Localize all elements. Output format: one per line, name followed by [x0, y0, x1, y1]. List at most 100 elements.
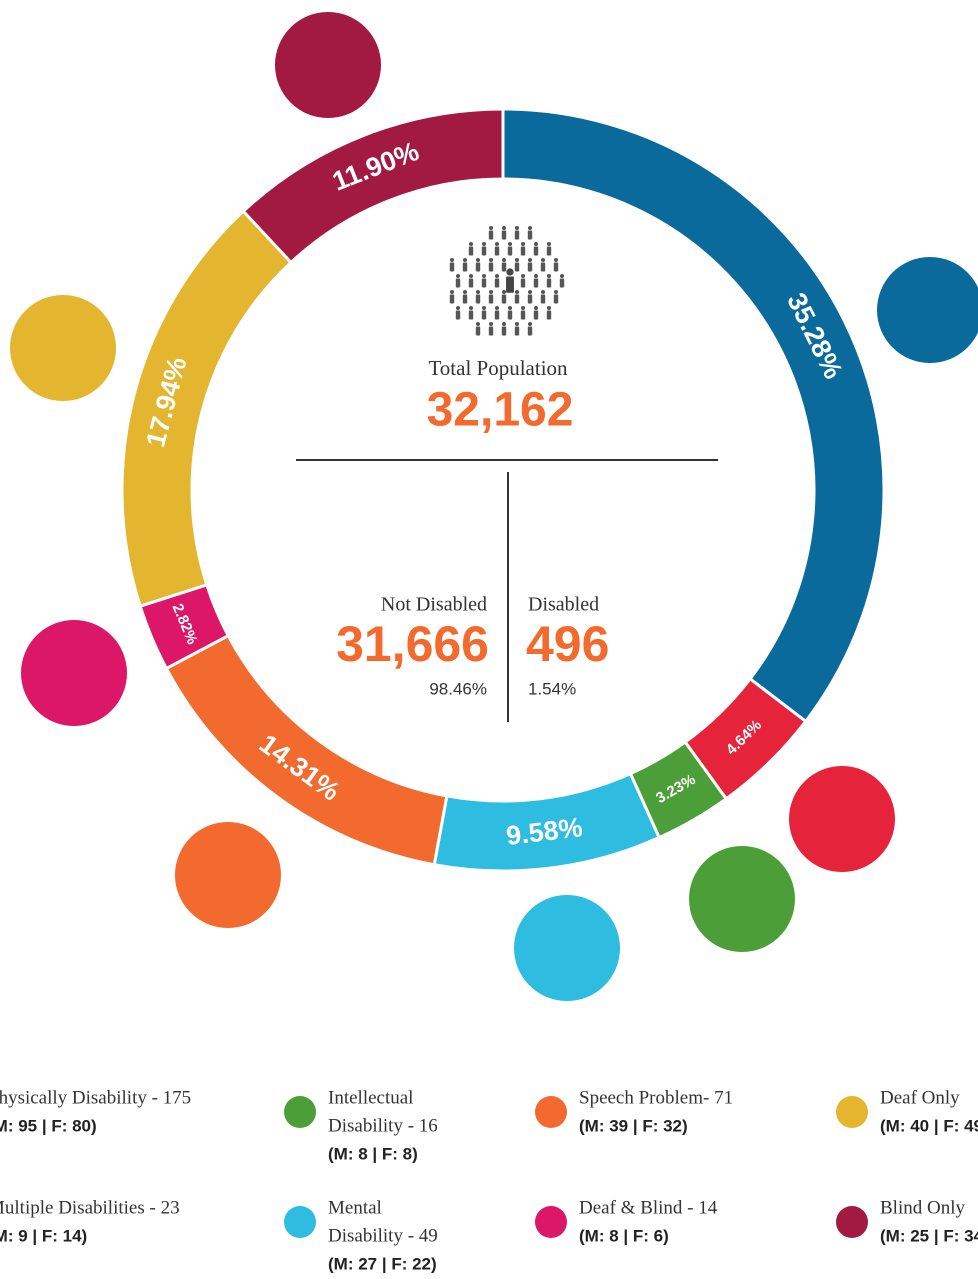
not-disabled-label: Not Disabled [381, 594, 487, 616]
person-head [515, 258, 519, 262]
person-body [455, 278, 461, 288]
person-body [481, 310, 487, 320]
legend-label: Speech Problem- 71 [579, 1087, 733, 1108]
person-body [455, 310, 461, 320]
person-body [462, 294, 468, 304]
person-head [508, 306, 512, 310]
person-head [450, 290, 454, 294]
person-head [469, 242, 473, 246]
person-body [462, 262, 468, 272]
donut-segment [501, 107, 886, 724]
person-body [507, 310, 513, 320]
person-head [489, 226, 493, 230]
person-body [494, 310, 500, 320]
legend-swatch [836, 1206, 868, 1238]
person-head [463, 258, 467, 262]
person-body [488, 294, 494, 304]
legend-label: Intellectual [328, 1087, 413, 1108]
person-head [508, 242, 512, 246]
person-head [489, 258, 493, 262]
donut-segment [120, 209, 294, 609]
donut: 35.28%4.64%3.23%9.58%14.31%2.82%17.94%11… [120, 107, 886, 873]
person-head [521, 242, 525, 246]
person-head [515, 226, 519, 230]
decor-dot [514, 895, 620, 1001]
person-body [527, 230, 533, 240]
person-body [540, 294, 546, 304]
person-body [475, 262, 481, 272]
person-body [514, 230, 520, 240]
legend-swatch [535, 1096, 567, 1128]
legend-label: Mental [328, 1197, 382, 1218]
person-body [501, 294, 507, 304]
person-body [527, 326, 533, 336]
person-head [547, 306, 551, 310]
person-body [546, 310, 552, 320]
people-icon [449, 226, 565, 336]
decor-dot [275, 12, 381, 118]
person-body [488, 326, 494, 336]
person-body [501, 326, 507, 336]
person-head [476, 258, 480, 262]
donut-segment [241, 107, 505, 265]
person-body [553, 294, 559, 304]
person-body [520, 278, 526, 288]
legend-breakdown: (M: 8 | F: 6) [579, 1226, 669, 1245]
person-head [476, 322, 480, 326]
person-head [456, 306, 460, 310]
decor-dot [175, 822, 281, 928]
not-disabled-value: 31,666 [336, 616, 489, 672]
decor-dot [21, 620, 127, 726]
person-head [502, 226, 506, 230]
person-body [514, 294, 520, 304]
person-body [506, 276, 514, 293]
person-body [481, 278, 487, 288]
legend-breakdown: (M: 95 | F: 80) [0, 1116, 97, 1135]
person-body [481, 246, 487, 256]
person-head [554, 290, 558, 294]
person-body [501, 230, 507, 240]
legend-label: Blind Only [880, 1197, 965, 1218]
legend-swatch [284, 1096, 316, 1128]
person-body [527, 262, 533, 272]
person-head [495, 242, 499, 246]
person-head [554, 258, 558, 262]
legend-breakdown: (M: 8 | F: 8) [328, 1144, 418, 1163]
person-head [502, 258, 506, 262]
decor-dot [689, 846, 795, 952]
person-head [489, 322, 493, 326]
center-title: Total Population [428, 356, 568, 380]
person-body [553, 262, 559, 272]
person-head [534, 306, 538, 310]
person-head [476, 290, 480, 294]
person-body [468, 246, 474, 256]
person-body [468, 278, 474, 288]
legend-breakdown: (M: 40 | F: 49) [880, 1116, 978, 1135]
person-body [540, 262, 546, 272]
person-body [475, 294, 481, 304]
disabled-label: Disabled [528, 594, 599, 616]
person-head [515, 322, 519, 326]
person-head [469, 274, 473, 278]
person-head [502, 322, 506, 326]
person-head [528, 322, 532, 326]
person-head [560, 274, 564, 278]
person-head [482, 242, 486, 246]
legend-label: Deaf Only [880, 1087, 960, 1108]
decor-dot [877, 257, 978, 363]
disabled-percent: 1.54% [528, 679, 576, 698]
person-head [541, 290, 545, 294]
person-body [494, 246, 500, 256]
person-head [463, 290, 467, 294]
person-body [468, 310, 474, 320]
person-body [494, 278, 500, 288]
person-body [546, 278, 552, 288]
decor-dot [789, 766, 895, 872]
person-head [528, 258, 532, 262]
decor-dot [10, 295, 116, 401]
person-head [450, 258, 454, 262]
person-body [488, 230, 494, 240]
person-body [533, 310, 539, 320]
not-disabled-percent: 98.46% [429, 679, 487, 698]
